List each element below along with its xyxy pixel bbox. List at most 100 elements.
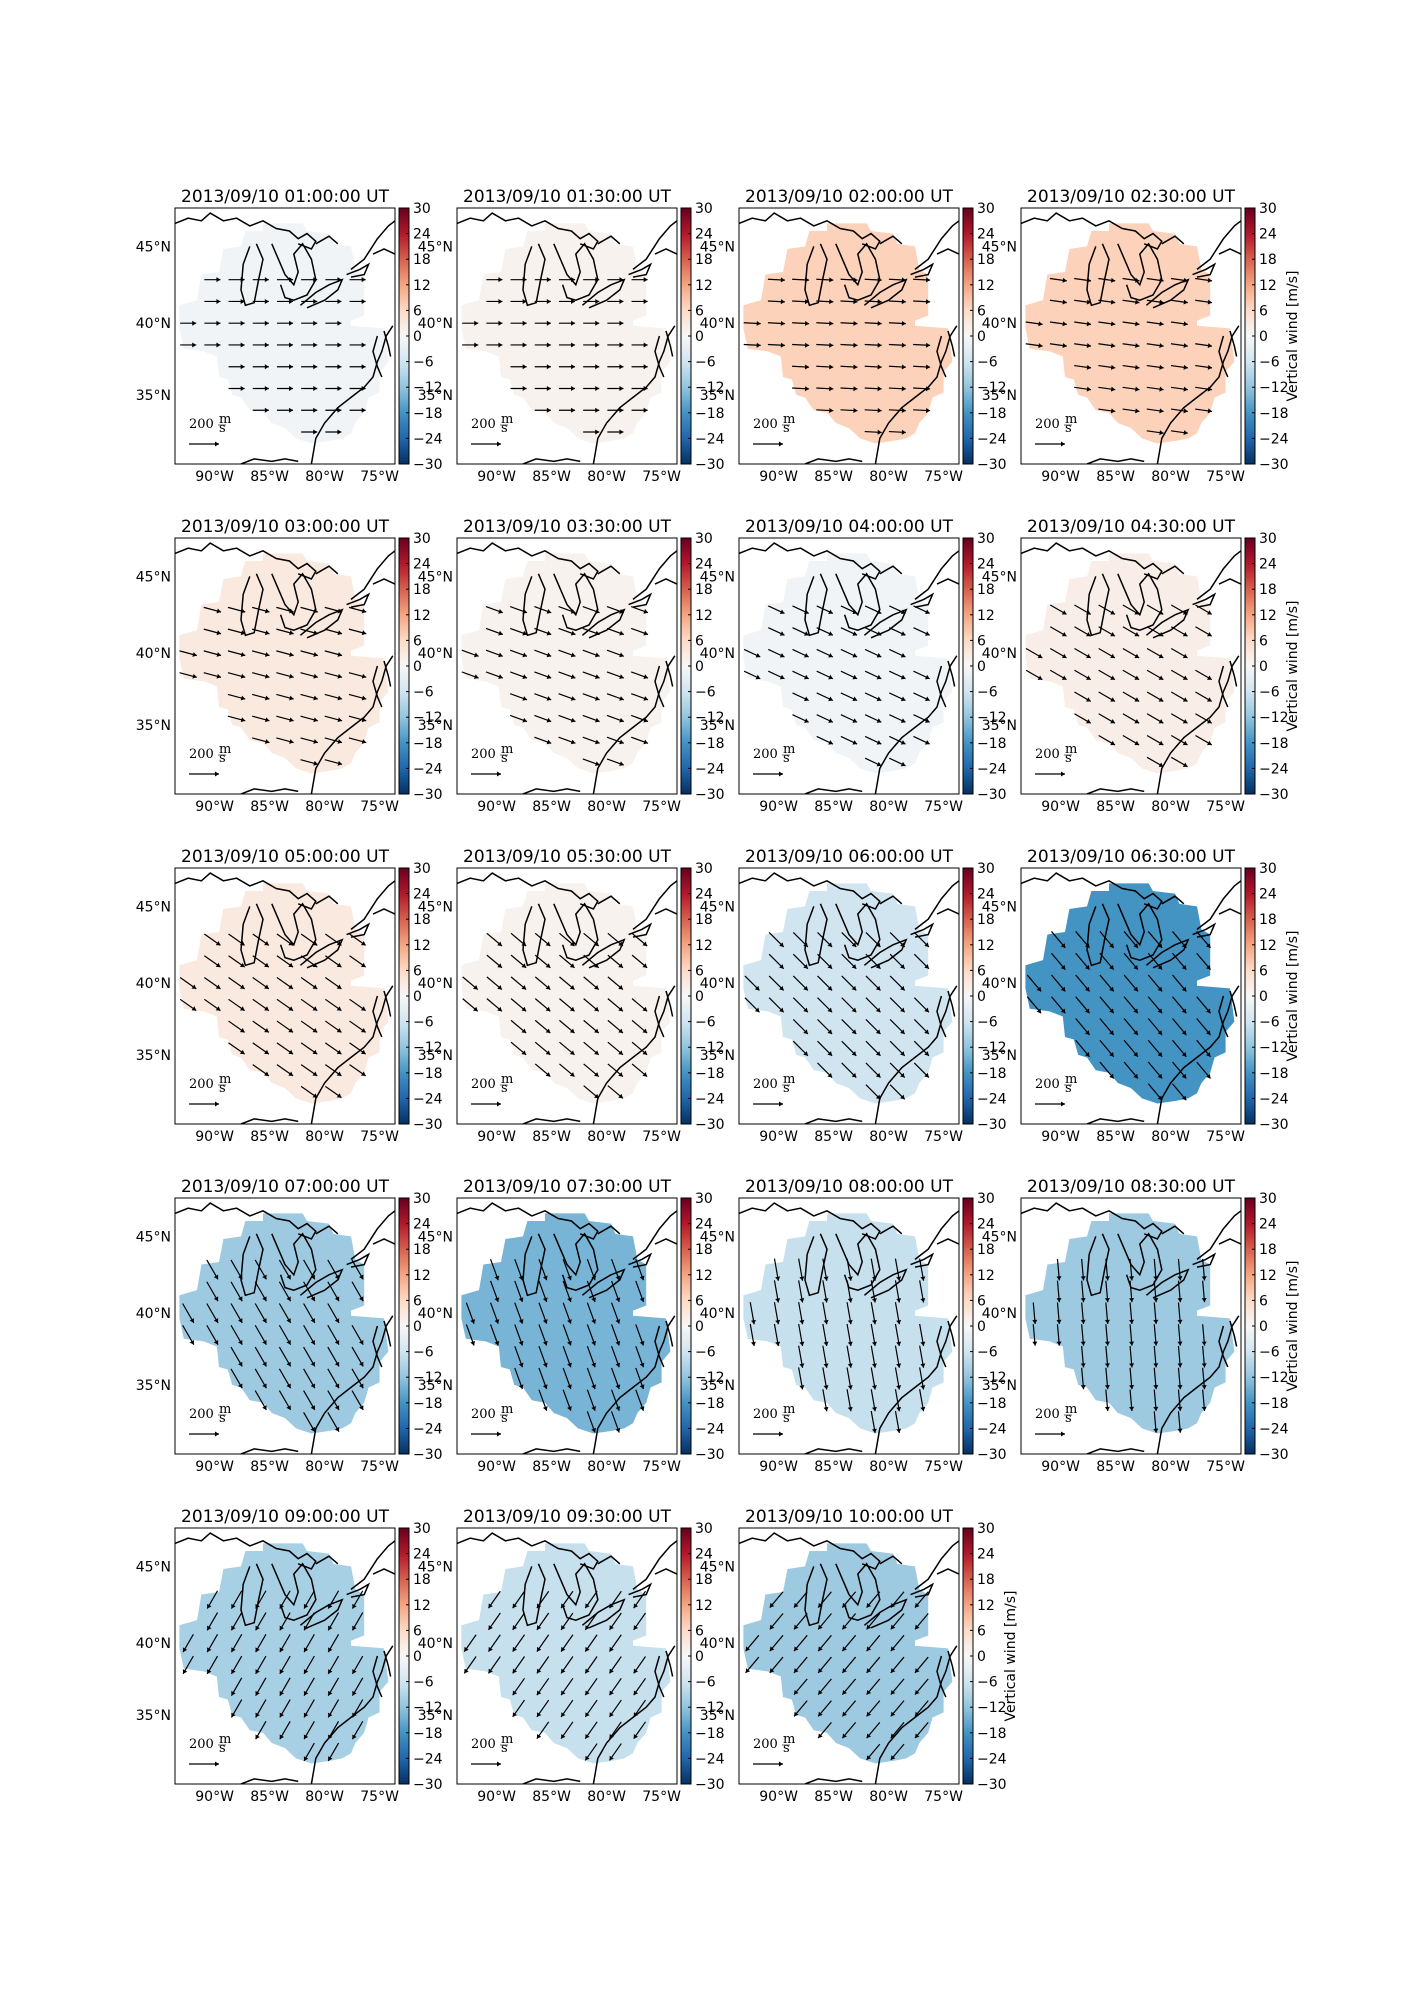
wind-vector-head <box>1129 1276 1135 1281</box>
wind-vector-head <box>337 673 343 679</box>
vector-key-label: 200 <box>1035 747 1060 762</box>
wind-vector-head <box>313 652 318 657</box>
vector-key-label: 200 <box>1035 417 1060 432</box>
wind-vector-head <box>497 963 502 968</box>
wind-vector-head <box>328 1625 333 1631</box>
wind-vector-head <box>213 1339 219 1345</box>
wind-vector-head <box>877 299 882 305</box>
wind-vector-head <box>303 1734 309 1740</box>
coastline <box>804 573 828 637</box>
coastline <box>553 1232 599 1291</box>
vector-key-label: 200 <box>471 1077 496 1092</box>
wind-vector-head <box>799 1319 805 1325</box>
colorbar-tick-label: −12 <box>695 710 725 726</box>
wind-vector-head <box>518 1297 524 1302</box>
wind-vector-head <box>920 1406 926 1412</box>
wind-vector-head <box>925 407 931 413</box>
lat-tick-label: 45°N <box>136 899 171 915</box>
coastline <box>632 550 677 600</box>
wind-vector-head <box>238 1274 243 1280</box>
colorbar-tick-label: 6 <box>413 303 422 319</box>
wind-vector-head <box>1206 1073 1211 1079</box>
wind-vector-head <box>473 652 479 658</box>
wind-vector-head <box>775 1298 781 1303</box>
wind-vector-head <box>803 985 808 991</box>
wind-vector-head <box>877 277 882 283</box>
wind-vector-head <box>518 1275 524 1281</box>
coastline <box>874 655 958 794</box>
wind-vector-head <box>779 1007 784 1013</box>
colorbar-tick-label: −24 <box>977 1421 1007 1437</box>
coastline <box>383 990 392 1017</box>
wind-vector-head <box>536 1690 542 1696</box>
lat-tick-label: 40°N <box>418 1306 453 1322</box>
wind-vector-head <box>925 609 930 615</box>
wind-vector-head <box>852 674 858 680</box>
wind-vector-head <box>827 1051 833 1056</box>
wind-vector-head <box>594 717 600 723</box>
wind-vector-head <box>842 1689 847 1695</box>
colorbar-tick-label: 0 <box>413 1649 422 1665</box>
wind-vector-head <box>215 771 219 777</box>
wind-vector-head <box>288 940 294 946</box>
wind-vector-head <box>1134 653 1140 659</box>
wind-vector-head <box>569 963 575 968</box>
coastline <box>597 895 621 905</box>
wind-vector-head <box>240 277 245 283</box>
wind-vector-head <box>595 364 600 370</box>
colorbar-tick-label: 30 <box>413 1521 431 1537</box>
wind-vector-head <box>896 1319 902 1325</box>
wind-vector-head <box>1135 408 1140 414</box>
colorbar-tick-label: −18 <box>413 1726 443 1742</box>
coastline <box>1086 1118 1145 1124</box>
wind-vector-head <box>522 342 527 348</box>
wind-vector-head <box>900 964 905 969</box>
wind-vector-head <box>1181 1095 1187 1101</box>
wind-vector-head <box>779 653 785 658</box>
lon-tick-label: 85°W <box>250 799 289 815</box>
wind-vector-head <box>852 718 858 723</box>
lat-tick-label: 45°N <box>418 899 453 915</box>
wind-vector-head <box>594 1072 599 1077</box>
wind-vector-head <box>1183 408 1188 414</box>
wind-vector-head <box>1109 943 1114 948</box>
coastline <box>383 1650 392 1677</box>
lon-tick-label: 85°W <box>532 799 571 815</box>
wind-vector-head <box>1104 1363 1110 1368</box>
lat-tick-label: 45°N <box>418 1229 453 1245</box>
colorbar-tick-label: −24 <box>695 431 725 447</box>
wind-vector-head <box>642 941 648 947</box>
wind-vector-head <box>1158 631 1164 637</box>
wind-vector-head <box>920 1298 926 1303</box>
wind-vector-head <box>1032 1341 1038 1346</box>
wind-vector-head <box>191 1006 197 1011</box>
vector-key-label: 200 <box>753 417 778 432</box>
wind-vector-head <box>1056 1276 1062 1281</box>
lat-tick-label: 35°N <box>136 388 171 404</box>
wind-vector-head <box>264 608 270 614</box>
coastline <box>1156 325 1240 464</box>
wind-vector-head <box>231 1647 236 1653</box>
colorbar-tick-label: 18 <box>413 1572 431 1588</box>
lon-tick-label: 85°W <box>250 1459 289 1475</box>
colorbar-tick-label: −18 <box>1259 406 1289 422</box>
wind-vector-head <box>803 1007 808 1013</box>
wind-vector-head <box>619 739 624 745</box>
wind-vector-head <box>1177 1276 1183 1281</box>
coastline <box>522 1778 581 1784</box>
wind-vector-head <box>823 1298 829 1303</box>
wind-vector-head <box>567 1384 572 1390</box>
wind-vector-head <box>900 740 906 745</box>
lon-tick-label: 75°W <box>924 1459 963 1475</box>
wind-vector-head <box>804 696 809 702</box>
wind-vector-head <box>803 964 808 969</box>
coastline <box>271 902 317 961</box>
wind-vector-head <box>594 1006 599 1012</box>
wind-vector-head <box>615 1297 621 1302</box>
wind-vector-head <box>286 1383 291 1389</box>
wind-vector-head <box>336 984 342 989</box>
wind-vector-head <box>618 941 623 947</box>
wind-vector-head <box>876 761 882 767</box>
coastline <box>874 985 958 1124</box>
